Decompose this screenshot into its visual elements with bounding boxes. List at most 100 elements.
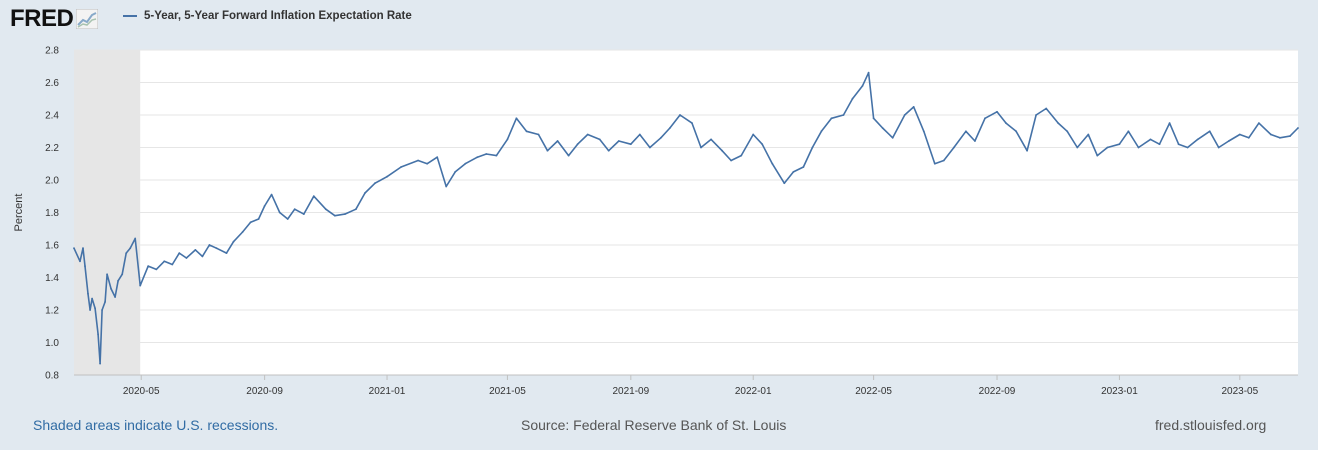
data-point: [537, 133, 540, 136]
x-tick-label: 2020-05: [123, 386, 160, 397]
data-point: [638, 133, 641, 136]
data-point: [1270, 133, 1272, 136]
chart-legend: 5-Year, 5-Year Forward Inflation Expecta…: [123, 10, 412, 22]
site-link[interactable]: fred.stlouisfed.org: [1155, 417, 1267, 433]
x-tick-label: 2022-09: [979, 386, 1016, 397]
data-point: [417, 159, 419, 162]
y-tick-label: 2.4: [45, 111, 59, 122]
y-tick-label: 1.8: [45, 208, 59, 219]
data-point: [881, 127, 884, 129]
x-tick-label: 2022-05: [855, 386, 892, 397]
data-point: [171, 263, 174, 266]
data-point: [139, 284, 142, 287]
x-tick-label: 2022-01: [735, 386, 772, 397]
data-point: [903, 114, 906, 116]
data-point: [974, 140, 976, 142]
data-point: [691, 122, 693, 124]
y-tick-label: 2.0: [45, 176, 59, 187]
data-point: [364, 192, 366, 194]
data-point: [94, 307, 96, 310]
data-point: [225, 252, 228, 255]
data-point: [811, 146, 814, 149]
data-point: [1279, 136, 1281, 139]
y-tick-label: 1.0: [45, 338, 59, 349]
fred-logo[interactable]: FRED: [10, 5, 99, 33]
y-axis-title: Percent: [13, 194, 25, 232]
data-point: [752, 133, 755, 136]
data-point: [270, 193, 273, 196]
data-point: [97, 333, 99, 336]
data-point: [586, 133, 589, 136]
data-point: [249, 221, 252, 224]
data-point: [996, 110, 998, 113]
data-point: [101, 309, 103, 311]
data-point: [1096, 154, 1099, 157]
data-point: [740, 154, 743, 157]
data-point: [1137, 146, 1140, 149]
x-tick-label: 2021-05: [489, 386, 526, 397]
data-point: [82, 247, 84, 250]
data-point: [125, 252, 128, 255]
data-point: [525, 130, 528, 133]
x-tick-label: 2021-09: [612, 386, 649, 397]
data-point: [783, 182, 786, 185]
x-tick-label: 2023-01: [1101, 386, 1138, 397]
data-point: [147, 265, 150, 267]
data-point: [700, 146, 702, 149]
data-point: [1045, 107, 1048, 110]
data-point: [942, 159, 945, 162]
data-point: [1158, 143, 1161, 146]
data-point: [842, 114, 845, 116]
data-point: [178, 252, 181, 255]
data-point: [1238, 133, 1241, 136]
data-point: [155, 268, 158, 271]
data-point: [344, 213, 346, 216]
data-point: [730, 159, 732, 162]
data-point: [1196, 138, 1199, 141]
data-point: [110, 288, 112, 290]
data-point: [1106, 146, 1109, 149]
data-point: [1035, 114, 1037, 116]
x-tick-label: 2020-09: [246, 386, 283, 397]
data-point: [464, 162, 467, 165]
data-point: [1247, 136, 1250, 139]
data-point: [761, 143, 764, 146]
data-point: [1186, 146, 1189, 149]
data-point: [87, 292, 89, 295]
y-tick-label: 2.2: [45, 143, 59, 154]
data-point: [121, 273, 124, 276]
data-point: [334, 214, 336, 217]
data-point: [400, 166, 402, 168]
data-point: [117, 279, 119, 282]
data-point: [567, 154, 570, 157]
data-point: [91, 297, 93, 300]
data-point: [1297, 127, 1299, 129]
data-point: [933, 162, 936, 165]
data-point: [134, 237, 137, 240]
data-point: [1076, 146, 1079, 149]
data-point: [263, 205, 266, 207]
data-point: [185, 257, 188, 259]
data-point: [1177, 143, 1180, 146]
data-point: [1026, 149, 1028, 152]
data-point: [312, 195, 315, 198]
data-point: [257, 218, 260, 220]
data-point: [1217, 146, 1220, 149]
data-point: [922, 130, 925, 133]
y-tick-label: 1.6: [45, 241, 59, 252]
legend-series-label: 5-Year, 5-Year Forward Inflation Expecta…: [144, 10, 412, 22]
data-point: [208, 244, 211, 246]
data-point: [830, 117, 833, 120]
data-point: [546, 149, 549, 152]
data-point: [771, 162, 774, 165]
x-tick-label: 2021-01: [369, 386, 406, 397]
data-point: [710, 138, 712, 141]
y-tick-label: 1.2: [45, 306, 59, 317]
data-point: [506, 138, 509, 141]
data-point: [106, 273, 108, 276]
data-point: [241, 231, 244, 233]
data-point: [386, 175, 388, 178]
recession-note: Shaded areas indicate U.S. recessions.: [33, 417, 279, 433]
data-point: [576, 143, 579, 146]
